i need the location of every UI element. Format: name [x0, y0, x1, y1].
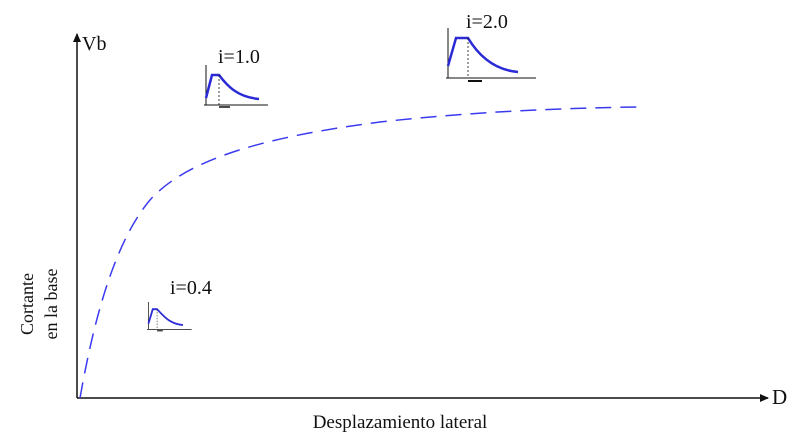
inset-label-i-1-0: i=1.0 [218, 46, 260, 68]
y-axis-title: Cortante en la base [17, 269, 61, 340]
inset-label-i-0-4: i=0.4 [170, 277, 212, 299]
capacity-curve [79, 106, 641, 399]
y-axis-title-line1: Cortante [17, 273, 37, 335]
inset-label-i-2-0: i=2.0 [466, 11, 508, 33]
inset-i-2-0 [446, 28, 536, 82]
x-axis-symbol: D [772, 385, 787, 409]
y-axis-title-line2: en la base [41, 269, 61, 340]
x-axis-title: Desplazamiento lateral [313, 412, 488, 433]
y-axis-symbol: Vb [82, 33, 106, 55]
inset-i-1-0 [204, 65, 268, 108]
inset-i-0-4 [147, 302, 192, 332]
